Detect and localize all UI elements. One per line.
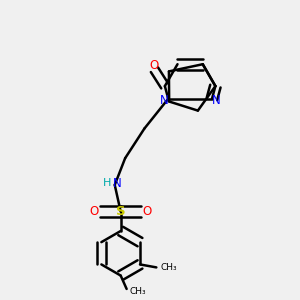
Text: O: O (150, 59, 159, 72)
Text: CH₃: CH₃ (130, 287, 146, 296)
Text: H: H (103, 178, 112, 188)
Text: O: O (143, 205, 152, 218)
Text: CH₃: CH₃ (161, 263, 177, 272)
Text: N: N (159, 94, 168, 107)
Text: N: N (113, 177, 122, 190)
Text: N: N (212, 94, 221, 107)
Text: O: O (89, 205, 99, 218)
Text: S: S (116, 205, 125, 218)
